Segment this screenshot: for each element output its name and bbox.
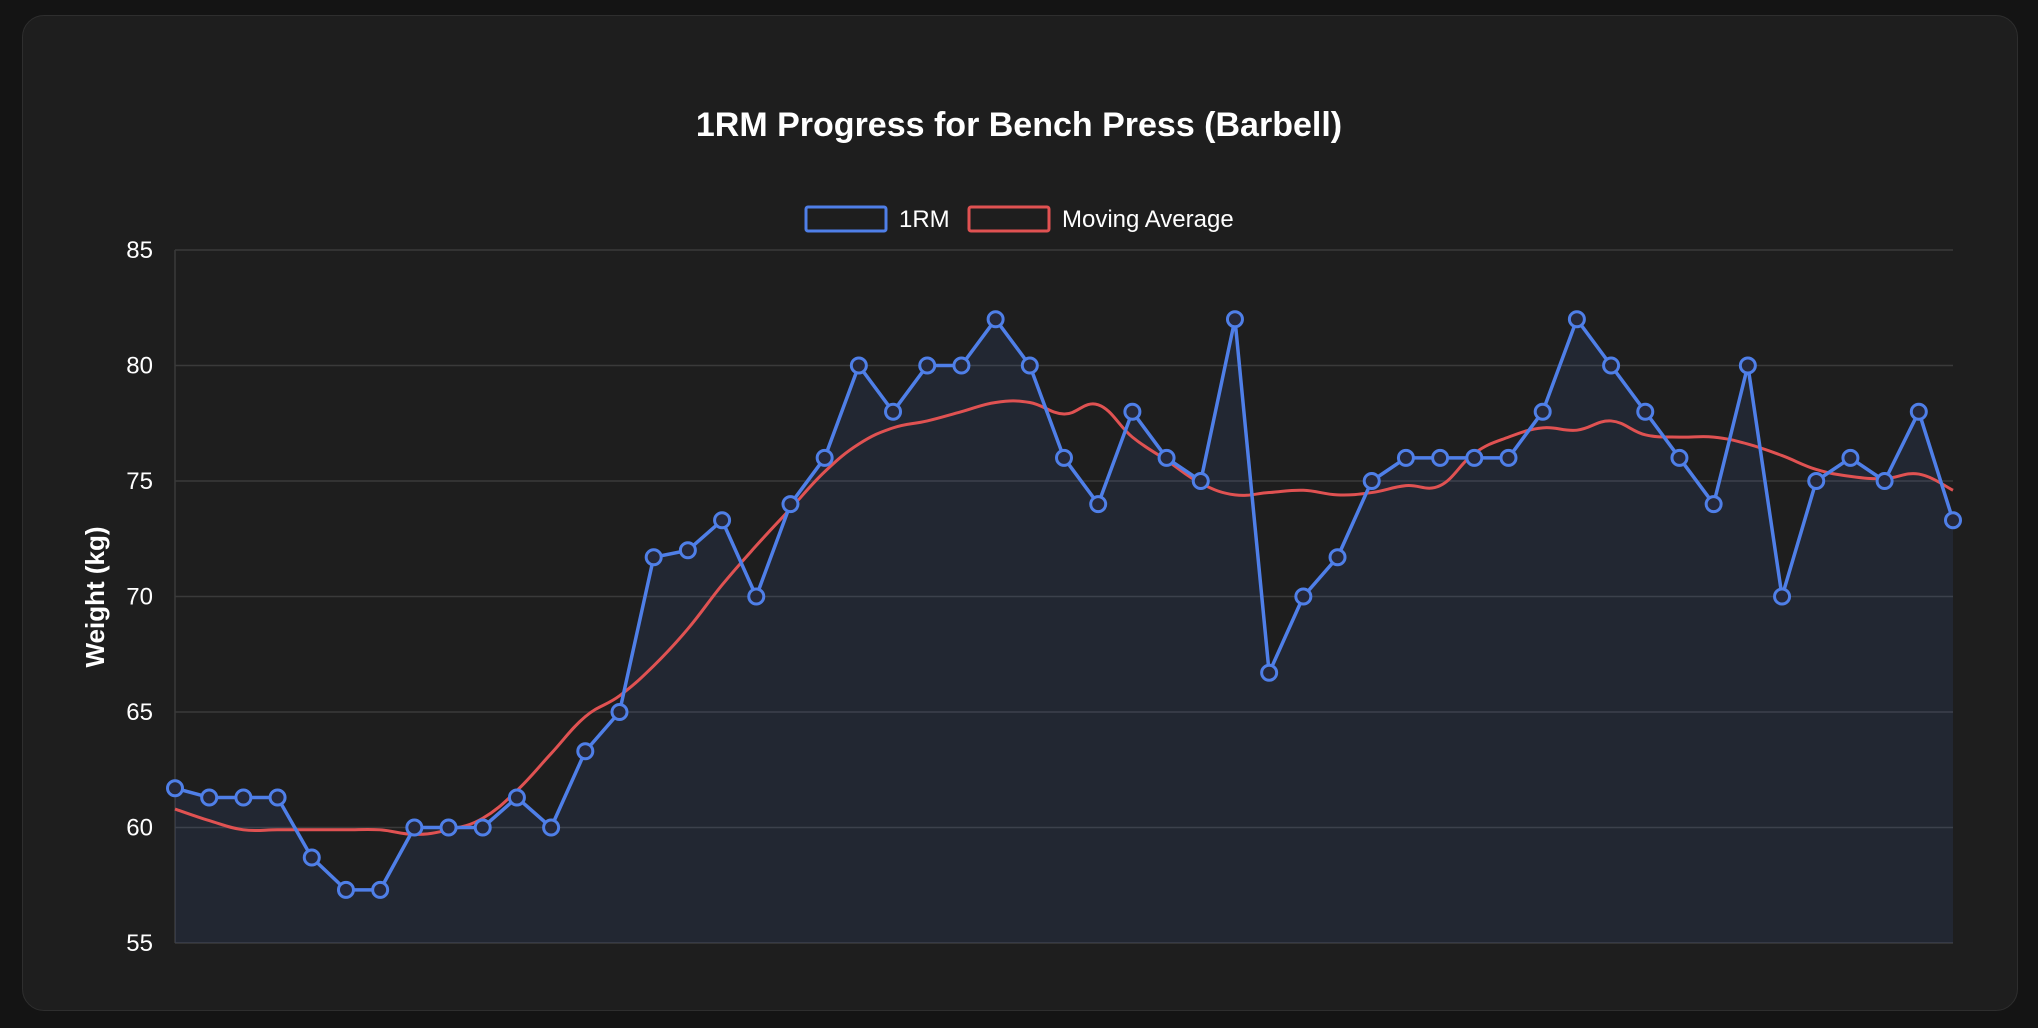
data-point-1rm[interactable] [1567,310,1586,329]
data-point-1rm[interactable] [1670,448,1689,467]
data-point-1rm[interactable] [1465,448,1484,467]
data-point-1rm[interactable] [781,495,800,514]
data-point-1rm[interactable] [371,880,390,899]
data-point-1rm[interactable] [815,448,834,467]
legend-label[interactable]: 1RM [899,206,950,233]
y-axis-title: Weight (kg) [80,526,110,667]
y-tick-label: 85 [126,237,153,264]
data-point-1rm[interactable] [405,818,424,837]
data-point-1rm[interactable] [1020,356,1039,375]
data-point-1rm[interactable] [884,402,903,421]
data-point-1rm[interactable] [1875,472,1894,490]
y-tick-label: 70 [126,584,153,611]
y-tick-label: 60 [126,815,153,842]
y-tick-label: 65 [126,699,153,726]
data-point-1rm[interactable] [747,587,766,606]
data-point-1rm[interactable] [1909,402,1928,421]
series-1rm-area [175,319,1953,943]
chart-card [22,15,2018,1011]
y-axis-ticks: 55 60 65 70 75 80 85 [126,237,153,957]
data-point-1rm[interactable] [1362,472,1381,490]
data-point-1rm[interactable] [1944,511,1962,530]
data-point-1rm[interactable] [542,818,561,837]
data-point-1rm[interactable] [507,788,526,807]
data-point-1rm[interactable] [1841,448,1860,467]
data-point-1rm[interactable] [1602,356,1621,375]
data-point-1rm[interactable] [1123,402,1142,421]
data-point-1rm[interactable] [918,356,937,375]
data-point-1rm[interactable] [1431,448,1450,467]
data-point-1rm[interactable] [1773,587,1792,606]
y-tick-label: 55 [126,930,153,957]
data-point-1rm[interactable] [1738,356,1757,375]
data-point-1rm[interactable] [1807,472,1826,490]
data-point-1rm[interactable] [713,511,732,530]
data-point-1rm[interactable] [302,848,321,867]
series-layer [166,310,1962,943]
data-point-1rm[interactable] [1704,495,1723,514]
data-point-1rm[interactable] [1636,402,1655,421]
data-point-1rm[interactable] [576,742,595,761]
data-point-1rm[interactable] [1294,587,1313,606]
data-point-1rm[interactable] [473,818,492,837]
data-point-1rm[interactable] [1328,548,1347,567]
data-point-1rm[interactable] [1191,472,1210,490]
data-point-1rm[interactable] [1055,448,1073,467]
data-point-1rm[interactable] [200,788,219,807]
data-point-1rm[interactable] [439,818,458,837]
data-point-1rm[interactable] [1499,448,1518,467]
data-point-1rm[interactable] [610,703,629,721]
data-point-1rm[interactable] [1089,495,1108,514]
y-tick-label: 80 [126,353,153,380]
data-point-1rm[interactable] [1396,448,1415,467]
data-point-1rm[interactable] [1225,310,1244,329]
data-point-1rm[interactable] [986,310,1005,329]
data-point-1rm[interactable] [849,356,868,375]
legend-label[interactable]: Moving Average [1062,206,1234,233]
chart-title: 1RM Progress for Bench Press (Barbell) [696,106,1342,144]
y-tick-label: 75 [126,468,153,495]
data-point-1rm[interactable] [166,779,184,798]
data-point-1rm[interactable] [234,788,253,807]
data-point-1rm[interactable] [1260,663,1279,682]
legend: 1RM Moving Average [804,205,1234,233]
data-point-1rm[interactable] [644,548,663,567]
data-point-1rm[interactable] [952,356,971,375]
data-point-1rm[interactable] [1157,448,1176,467]
data-point-1rm[interactable] [678,541,697,560]
data-point-1rm[interactable] [1533,402,1552,421]
series-moving-average-line [174,399,1954,836]
legend-swatch[interactable] [804,205,888,233]
legend-swatch[interactable] [967,205,1051,233]
data-point-1rm[interactable] [268,788,287,807]
data-point-1rm[interactable] [336,880,355,899]
